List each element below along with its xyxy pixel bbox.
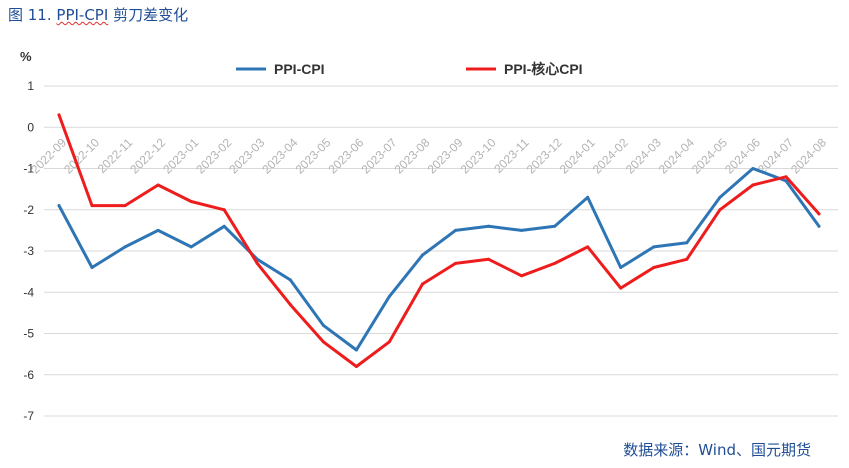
- data-point: [420, 282, 424, 286]
- data-point: [90, 204, 94, 208]
- data-point: [784, 175, 788, 179]
- legend: PPI-CPI PPI-核心CPI: [236, 61, 583, 77]
- y-tick-label: -5: [23, 327, 34, 341]
- data-point: [619, 266, 623, 269]
- data-point: [255, 261, 259, 265]
- data-point: [189, 245, 193, 249]
- y-tick-label: 1: [27, 79, 34, 93]
- figure-title-ppi: PPI-CPI: [56, 6, 109, 24]
- data-point: [321, 323, 325, 327]
- x-tick-label: 2023-03: [226, 135, 267, 176]
- data-point: [354, 365, 358, 368]
- data-point: [685, 241, 689, 245]
- x-tick-label: 2024-08: [788, 135, 829, 176]
- y-axis-ticks: 1 0 -1 -2 -3 -4 -5 -6 -7: [23, 79, 34, 423]
- data-point: [57, 113, 61, 117]
- data-point: [222, 208, 226, 212]
- series-lines: [57, 113, 821, 368]
- figure-title-text: 剪刀差变化: [113, 6, 189, 24]
- y-tick-label: -3: [23, 244, 34, 258]
- y-tick-label: -1: [23, 162, 34, 176]
- series-line-1: [57, 113, 821, 368]
- data-point: [817, 212, 821, 216]
- data-point: [685, 257, 689, 261]
- data-point: [387, 294, 391, 298]
- data-point: [156, 183, 160, 187]
- x-tick-label: 2024-04: [656, 135, 697, 176]
- data-point: [387, 340, 391, 344]
- x-tick-label: 2024-02: [590, 135, 631, 176]
- data-point: [189, 200, 193, 203]
- x-axis-ticks: 2022-092022-102022-112022-122023-012023-…: [28, 135, 829, 176]
- data-point: [718, 195, 722, 199]
- x-tick-label: 2023-10: [458, 135, 499, 176]
- data-point: [454, 228, 458, 232]
- data-point: [222, 224, 226, 228]
- data-point: [454, 261, 458, 265]
- data-point: [90, 266, 94, 269]
- x-tick-label: 2023-04: [259, 135, 300, 176]
- x-tick-label: 2023-07: [359, 135, 400, 176]
- x-tick-label: 2023-08: [392, 135, 433, 176]
- x-tick-label: 2022-09: [28, 135, 69, 176]
- figure-number: 图 11.: [8, 6, 52, 24]
- x-tick-label: 2023-06: [325, 135, 366, 176]
- legend-label-0: PPI-CPI: [274, 61, 325, 77]
- x-tick-label: 2023-05: [292, 135, 333, 176]
- x-tick-label: 2023-01: [160, 135, 201, 176]
- data-point: [817, 224, 821, 228]
- data-point: [487, 257, 491, 261]
- x-tick-label: 2023-09: [425, 135, 466, 176]
- data-point: [784, 179, 788, 183]
- data-point: [619, 286, 623, 290]
- grid-lines: [44, 85, 838, 417]
- data-point: [288, 303, 292, 307]
- y-tick-label: -4: [23, 285, 34, 299]
- data-source: 数据来源：Wind、国元期货: [623, 441, 811, 459]
- data-point: [652, 266, 656, 269]
- data-point: [520, 228, 524, 232]
- data-point: [751, 167, 755, 170]
- x-tick-label: 2022-12: [127, 135, 168, 176]
- y-tick-label: -2: [23, 203, 34, 217]
- x-tick-label: 2024-05: [689, 135, 730, 176]
- data-point: [487, 224, 491, 228]
- data-point: [156, 228, 160, 232]
- data-point: [420, 253, 424, 257]
- legend-label-1: PPI-核心CPI: [504, 61, 583, 77]
- data-point: [57, 204, 61, 208]
- data-point: [718, 208, 722, 212]
- data-point: [553, 261, 557, 265]
- data-point: [123, 245, 127, 249]
- x-tick-label: 2024-03: [623, 135, 664, 176]
- data-point: [321, 340, 325, 344]
- y-tick-label: -7: [23, 409, 34, 423]
- y-tick-label: 0: [27, 120, 34, 134]
- data-point: [288, 278, 292, 282]
- data-point: [586, 245, 590, 249]
- series-line-0: [57, 167, 821, 352]
- data-point: [123, 204, 127, 208]
- x-tick-label: 2024-01: [557, 135, 598, 176]
- data-point: [553, 224, 557, 228]
- figure-title: 图 11. PPI-CPI 剪刀差变化: [8, 4, 188, 25]
- y-tick-label: -6: [23, 368, 34, 382]
- y-axis-unit-label: %: [20, 49, 32, 64]
- data-point: [354, 348, 358, 352]
- data-point: [751, 183, 755, 187]
- x-tick-label: 2023-02: [193, 135, 234, 176]
- data-point: [586, 195, 590, 199]
- x-tick-label: 2023-12: [524, 135, 565, 176]
- data-point: [652, 245, 656, 249]
- data-point: [520, 274, 524, 278]
